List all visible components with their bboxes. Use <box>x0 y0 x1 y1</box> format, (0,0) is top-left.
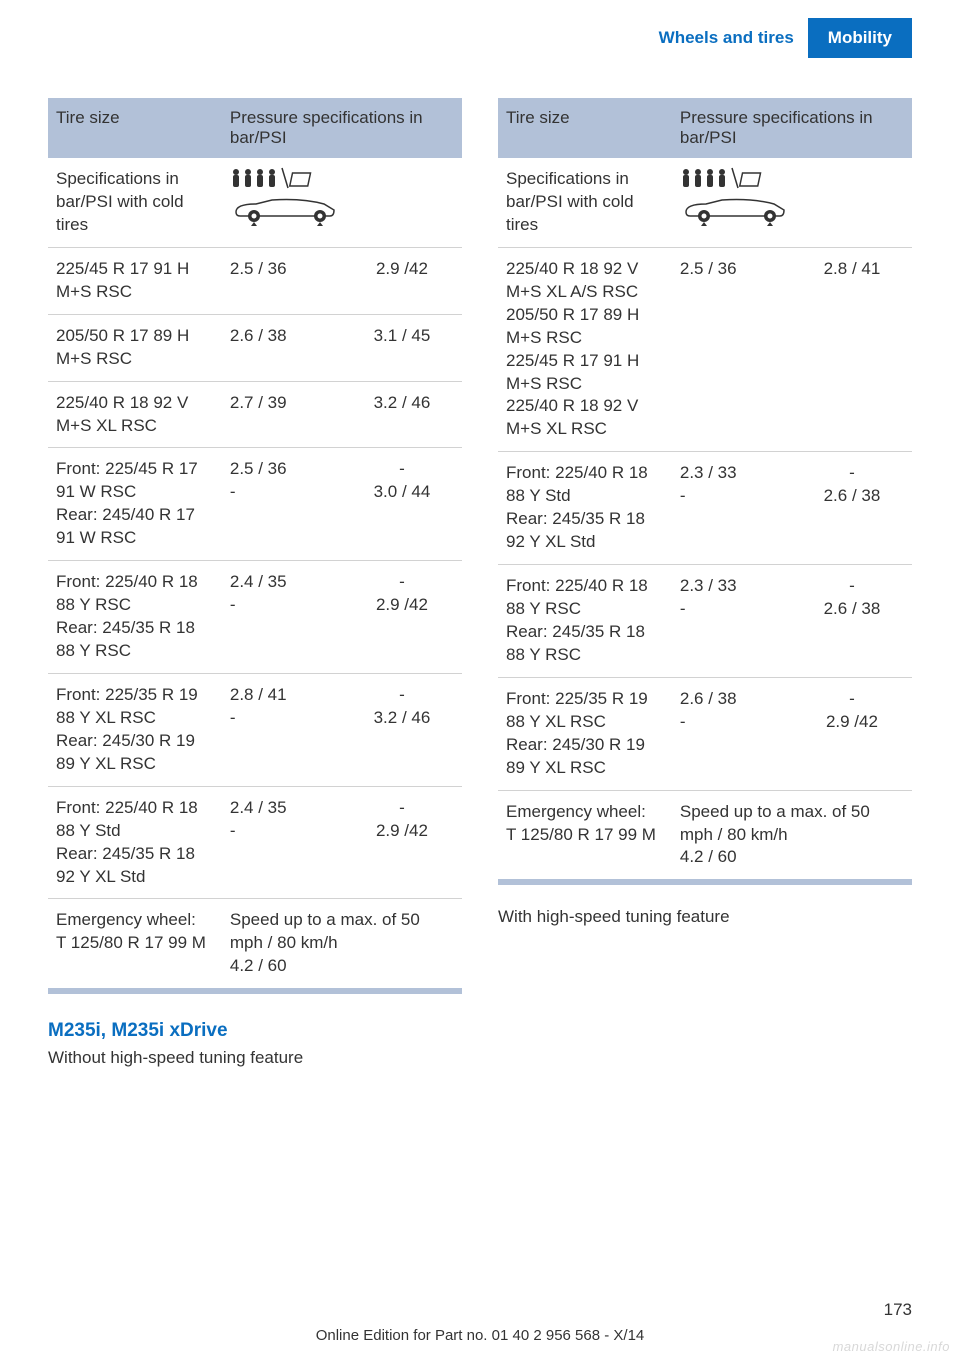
tire-table-right: Tire size Pressure specifications in bar… <box>498 98 912 879</box>
pressure-rear-cell: -2.9 /42 <box>342 786 462 899</box>
pressure-front-cell: 2.4 / 35- <box>222 786 342 899</box>
pressure-front-cell: 2.4 / 35- <box>222 561 342 674</box>
tire-size-cell: Front: 225/40 R 18 88 Y RSCRear: 245/35 … <box>498 565 672 678</box>
table-row: 225/40 R 18 92 V M+S XL A/S RSC205/50 R … <box>498 247 912 452</box>
pressure-front-cell: 2.8 / 41- <box>222 673 342 786</box>
pressure-cell: Speed up to a max. of 50 mph / 80 km/h4.… <box>672 790 912 879</box>
header-chapter: Mobility <box>808 18 912 58</box>
tire-size-cell: Emergency wheel:T 125/80 R 17 99 M <box>498 790 672 879</box>
pressure-front-cell: 2.6 / 38- <box>672 677 792 790</box>
table-end-bar <box>48 988 462 994</box>
th-pressure: Pressure specifications in bar/PSI <box>222 98 462 158</box>
pressure-front-cell: 2.3 / 33- <box>672 452 792 565</box>
pressure-cell: Speed up to a max. of 50 mph / 80 km/h4.… <box>222 899 462 988</box>
load-diagram <box>672 158 912 247</box>
passengers-car-icon <box>676 166 796 228</box>
pressure-front-cell: 2.6 / 38 <box>222 314 342 381</box>
table-row: 225/45 R 17 91 H M+S RSC2.5 / 362.9 /42 <box>48 247 462 314</box>
table-row: Emergency wheel:T 125/80 R 17 99 MSpeed … <box>48 899 462 988</box>
tire-size-cell: Emergency wheel:T 125/80 R 17 99 M <box>48 899 222 988</box>
pressure-front-cell: 2.5 / 36 <box>222 247 342 314</box>
pressure-rear-cell: -3.0 / 44 <box>342 448 462 561</box>
th-pressure: Pressure specifications in bar/PSI <box>672 98 912 158</box>
passengers-car-icon <box>226 166 346 228</box>
tire-size-cell: Front: 225/45 R 17 91 W RSCRear: 245/40 … <box>48 448 222 561</box>
pressure-rear-cell: 3.1 / 45 <box>342 314 462 381</box>
pressure-rear-cell: -2.6 / 38 <box>792 565 912 678</box>
table-row: Emergency wheel:T 125/80 R 17 99 MSpeed … <box>498 790 912 879</box>
tire-size-cell: 205/50 R 17 89 H M+S RSC <box>48 314 222 381</box>
th-tire-size: Tire size <box>498 98 672 158</box>
pressure-front-cell: 2.3 / 33- <box>672 565 792 678</box>
tire-size-cell: Front: 225/40 R 18 88 Y StdRear: 245/35 … <box>498 452 672 565</box>
tire-size-cell: Front: 225/35 R 19 88 Y XL RSCRear: 245/… <box>498 677 672 790</box>
tire-size-cell: 225/40 R 18 92 V M+S XL A/S RSC205/50 R … <box>498 247 672 452</box>
table-end-bar <box>498 879 912 885</box>
pressure-rear-cell: -2.9 /42 <box>342 561 462 674</box>
footer-text: Online Edition for Part no. 01 40 2 956 … <box>0 1327 960 1344</box>
tire-size-cell: Front: 225/40 R 18 88 Y RSCRear: 245/35 … <box>48 561 222 674</box>
page-number: 173 <box>884 1300 912 1320</box>
pressure-front-cell: 2.5 / 36- <box>222 448 342 561</box>
tire-size-cell: 225/45 R 17 91 H M+S RSC <box>48 247 222 314</box>
load-diagram <box>222 158 462 247</box>
tire-size-cell: 225/40 R 18 92 V M+S XL RSC <box>48 381 222 448</box>
table-row: 225/40 R 18 92 V M+S XL RSC2.7 / 393.2 /… <box>48 381 462 448</box>
table-row: Front: 225/35 R 19 88 Y XL RSCRear: 245/… <box>48 673 462 786</box>
model-heading: M235i, M235i xDrive <box>48 1020 462 1042</box>
table-row: Front: 225/40 R 18 88 Y StdRear: 245/35 … <box>498 452 912 565</box>
header-section: Wheels and tires <box>645 18 808 58</box>
pressure-rear-cell: -2.9 /42 <box>792 677 912 790</box>
breadcrumb: Wheels and tires Mobility <box>48 18 912 58</box>
table-row: Front: 225/45 R 17 91 W RSCRear: 245/40 … <box>48 448 462 561</box>
pressure-rear-cell: 3.2 / 46 <box>342 381 462 448</box>
pressure-rear-cell: -3.2 / 46 <box>342 673 462 786</box>
table-row: Front: 225/40 R 18 88 Y StdRear: 245/35 … <box>48 786 462 899</box>
tire-size-cell: Front: 225/35 R 19 88 Y XL RSCRear: 245/… <box>48 673 222 786</box>
table-row: 205/50 R 17 89 H M+S RSC2.6 / 383.1 / 45 <box>48 314 462 381</box>
pressure-rear-cell: 2.8 / 41 <box>792 247 912 452</box>
spec-label: Specifications in bar/PSI with cold tire… <box>48 158 222 247</box>
th-tire-size: Tire size <box>48 98 222 158</box>
pressure-rear-cell: -2.6 / 38 <box>792 452 912 565</box>
table-row: Front: 225/35 R 19 88 Y XL RSCRear: 245/… <box>498 677 912 790</box>
pressure-front-cell: 2.7 / 39 <box>222 381 342 448</box>
watermark: manualsonline.info <box>833 1339 950 1354</box>
tuning-note-right: With high-speed tuning feature <box>498 907 912 927</box>
table-row: Front: 225/40 R 18 88 Y RSCRear: 245/35 … <box>498 565 912 678</box>
tuning-note: Without high-speed tuning feature <box>48 1048 462 1068</box>
pressure-rear-cell: 2.9 /42 <box>342 247 462 314</box>
spec-label: Specifications in bar/PSI with cold tire… <box>498 158 672 247</box>
tire-table-left: Tire size Pressure specifications in bar… <box>48 98 462 988</box>
tire-size-cell: Front: 225/40 R 18 88 Y StdRear: 245/35 … <box>48 786 222 899</box>
table-row: Front: 225/40 R 18 88 Y RSCRear: 245/35 … <box>48 561 462 674</box>
pressure-front-cell: 2.5 / 36 <box>672 247 792 452</box>
